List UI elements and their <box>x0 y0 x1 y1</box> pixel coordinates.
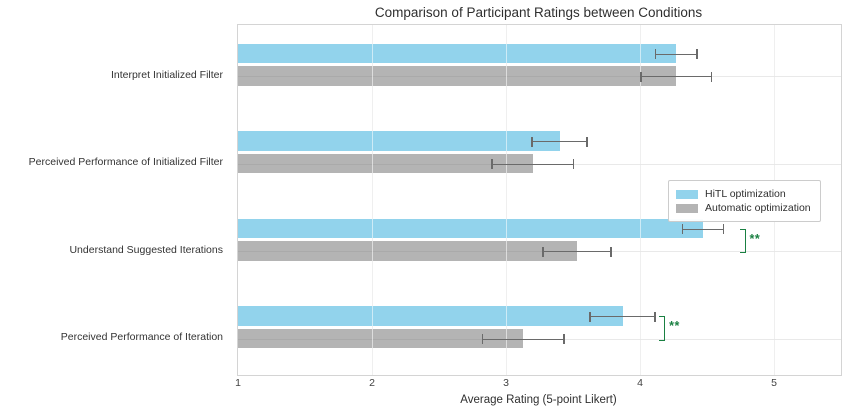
x-tick-label-3: 3 <box>503 377 509 389</box>
significance-bracket-2 <box>739 228 746 254</box>
significance-stars-3: ** <box>669 319 680 334</box>
legend-swatch-hitl <box>676 189 698 199</box>
bar-automatic-1 <box>238 153 533 174</box>
category-label: Understand Suggested Iterations <box>69 243 223 256</box>
legend: HiTL optimization Automatic optimization <box>668 180 821 222</box>
legend-item-hitl: HiTL optimization <box>676 188 811 200</box>
bar-hitl-2 <box>238 218 703 239</box>
category-label: Perceived Performance of Iteration <box>60 331 223 344</box>
x-tick-label-5: 5 <box>771 377 777 389</box>
error-bar-hitl-0 <box>654 49 698 60</box>
x-tick-label-2: 2 <box>369 377 375 389</box>
legend-swatch-automatic <box>676 203 698 213</box>
significance-bracket-3 <box>659 316 666 341</box>
bar-automatic-3 <box>238 328 524 349</box>
chart-title: Comparison of Participant Ratings betwee… <box>374 5 703 20</box>
bar-automatic-2 <box>238 241 578 261</box>
bar-hitl-3 <box>238 306 623 326</box>
bar-hitl-1 <box>238 131 560 151</box>
significance-stars-2: ** <box>749 231 761 246</box>
legend-label-automatic: Automatic optimization <box>705 202 811 214</box>
category-label: Perceived Performance of Initialized Fil… <box>28 156 223 169</box>
error-bar-hitl-1 <box>531 136 588 147</box>
gridline-x-over-4 <box>640 25 641 375</box>
legend-label-hitl: HiTL optimization <box>705 188 786 200</box>
gridline-x-over-3 <box>506 25 507 375</box>
error-bar-automatic-2 <box>542 246 612 257</box>
gridline-x-over-2 <box>372 25 373 375</box>
x-axis-ticks: 1 2 3 4 5 <box>235 377 839 391</box>
error-bar-automatic-3 <box>481 334 566 345</box>
bar-automatic-0 <box>238 66 677 86</box>
bar-hitl-0 <box>238 43 677 64</box>
error-bar-automatic-1 <box>491 159 575 170</box>
x-tick-label-4: 4 <box>637 377 643 389</box>
gridline-y-0 <box>238 76 841 78</box>
y-axis-category-labels: Interpret Initialized Filter Perceived Pe… <box>0 24 230 374</box>
error-bar-hitl-2 <box>681 224 725 235</box>
error-bar-hitl-3 <box>589 311 657 322</box>
error-bar-automatic-0 <box>640 71 713 82</box>
x-axis-label: Average Rating (5-point Likert) <box>460 394 617 406</box>
category-label: Interpret Initialized Filter <box>110 68 223 81</box>
legend-item-automatic: Automatic optimization <box>676 202 811 214</box>
x-tick-label-1: 1 <box>235 377 241 389</box>
gridline-y-2 <box>238 251 841 253</box>
